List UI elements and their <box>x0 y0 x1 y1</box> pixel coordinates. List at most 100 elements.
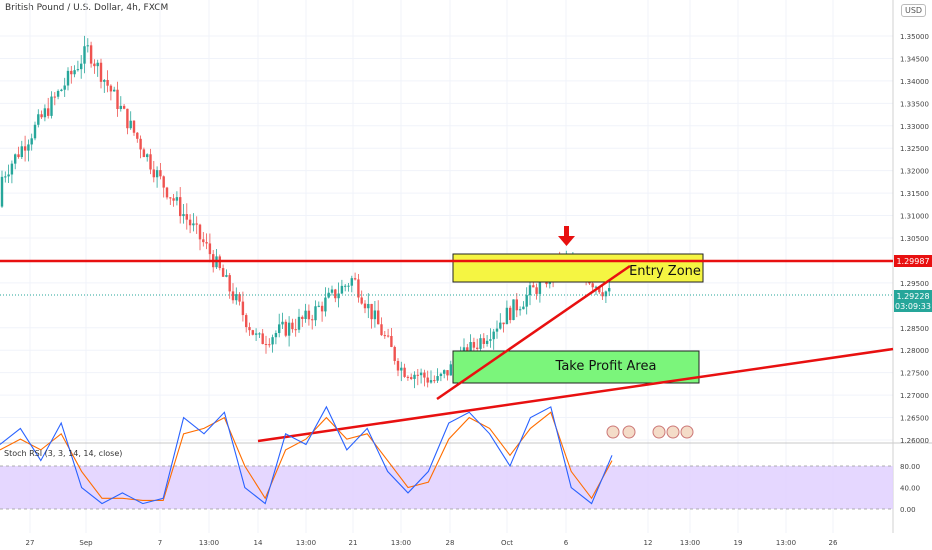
candle-body <box>99 62 103 82</box>
currency-button[interactable]: USD <box>901 4 927 17</box>
candle-body <box>258 333 261 335</box>
candle-body <box>357 279 360 298</box>
time-tick: Oct <box>501 539 513 547</box>
candle-body <box>113 89 116 92</box>
time-tick: 14 <box>254 539 263 547</box>
candle-body <box>10 163 14 175</box>
candle-body <box>337 293 340 299</box>
candle-body <box>60 89 63 91</box>
candle-body <box>512 299 515 321</box>
candle-body <box>235 294 238 301</box>
candle-body <box>377 310 380 325</box>
candle-body <box>66 70 70 86</box>
short-trendline[interactable] <box>436 264 631 401</box>
candle-body <box>182 214 185 217</box>
candle-body <box>360 297 363 304</box>
candle-body <box>109 85 113 92</box>
candle-body <box>132 120 136 133</box>
price-axis[interactable]: 1.35000 1.34500 1.34000 1.33500 1.33000 1.325… <box>900 33 929 445</box>
entry-zone-box[interactable] <box>452 253 704 283</box>
candle-body <box>433 380 436 382</box>
candle-body <box>268 344 271 346</box>
candle-body <box>0 176 4 207</box>
time-tick: 12 <box>644 539 653 547</box>
candle-body <box>96 62 99 67</box>
candle-body <box>4 176 7 178</box>
time-tick: 13:00 <box>391 539 411 547</box>
candle-body <box>344 285 347 287</box>
time-tick: 13:00 <box>680 539 700 547</box>
candle-body <box>330 289 334 293</box>
price-tick: 1.27500 <box>900 370 929 378</box>
candle-body <box>419 372 423 376</box>
candle-body <box>482 338 485 344</box>
candle-body <box>264 344 268 346</box>
candle-body <box>373 310 377 320</box>
candle-body <box>116 89 119 110</box>
candle-body <box>601 292 604 297</box>
candle-body <box>198 224 202 240</box>
candle-body <box>363 303 367 309</box>
price-tick: 1.34000 <box>900 78 929 86</box>
candle-body <box>152 169 155 178</box>
candle-body <box>56 90 60 97</box>
candle-body <box>307 310 311 320</box>
price-tick: 1.26000 <box>900 437 929 445</box>
candle-body <box>63 85 66 90</box>
candle-body <box>50 96 53 116</box>
candle-body <box>129 120 132 129</box>
stoch-band <box>0 466 893 509</box>
candle-body <box>436 376 439 381</box>
candle-body <box>446 370 449 376</box>
candle-body <box>278 324 281 334</box>
long-trendline[interactable] <box>257 347 894 443</box>
time-axis[interactable]: 27 Sep 7 13:00 14 13:00 21 13:00 28 Oct 6 12 13:00 19… <box>26 539 838 547</box>
candle-body <box>53 96 56 98</box>
stoch-tick: 80.00 <box>900 463 920 471</box>
candle-body <box>505 307 509 325</box>
candle-body <box>179 197 182 217</box>
price-tick: 1.34500 <box>900 55 929 63</box>
candle-body <box>370 303 373 320</box>
grid <box>0 0 893 533</box>
candle-body <box>261 333 264 345</box>
candle-body <box>588 282 591 284</box>
candle-body <box>83 46 86 64</box>
candle-body <box>406 376 410 378</box>
candle-body <box>492 331 495 340</box>
candle-body <box>591 283 594 288</box>
candle-body <box>294 329 297 331</box>
candle-body <box>469 342 472 358</box>
candle-body <box>80 63 83 70</box>
candle-body <box>291 322 294 330</box>
candle-body <box>347 285 350 287</box>
candle-body <box>334 289 337 299</box>
candle-body <box>241 301 245 316</box>
time-tick: Sep <box>79 539 93 547</box>
candle-body <box>327 292 330 298</box>
entry-zone-label: Entry Zone <box>629 264 701 279</box>
candle-body <box>33 124 37 139</box>
candle-body <box>139 138 142 150</box>
stoch-k-line <box>0 405 613 505</box>
time-tick: 26 <box>829 539 838 547</box>
take-profit-box[interactable] <box>452 350 700 384</box>
candle-body <box>390 335 393 347</box>
candle-body <box>47 108 50 116</box>
candle-body <box>301 316 304 319</box>
candle-body <box>169 197 172 199</box>
candle-body <box>410 377 413 379</box>
candle-body <box>231 291 235 301</box>
resistance-badge <box>894 255 932 267</box>
candle-body <box>159 170 162 177</box>
candle-body <box>20 146 23 158</box>
price-tick: 1.28000 <box>900 347 929 355</box>
price-tick: 1.33000 <box>900 123 929 131</box>
candle-body <box>532 285 535 288</box>
candle-body <box>106 79 109 86</box>
economic-events-icons <box>606 425 694 439</box>
price-tick: 1.32500 <box>900 145 929 153</box>
candle-body <box>40 114 43 118</box>
candle-body <box>192 223 195 226</box>
